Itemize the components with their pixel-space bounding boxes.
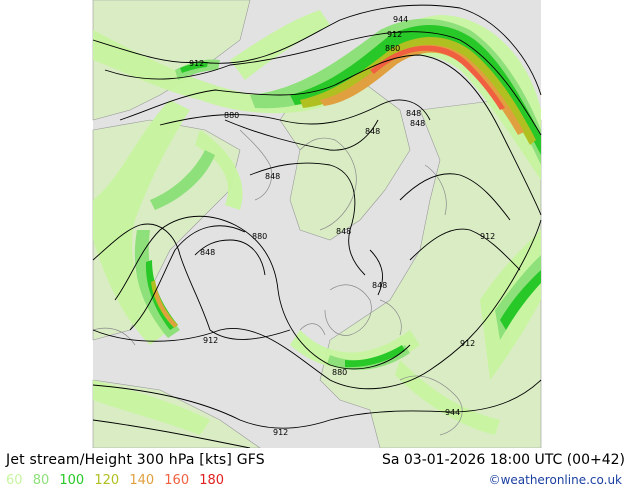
speed-legend: 60 80 100 120 140 160 180 <box>6 473 230 488</box>
height-contours <box>92 4 542 449</box>
contour-label: 912 <box>203 336 218 345</box>
contour-label: 912 <box>387 30 402 39</box>
map-datetime: Sa 03-01-2026 18:00 UTC (00+42) <box>381 452 625 468</box>
legend-item-100: 100 <box>59 473 85 488</box>
contour-label: 848 <box>410 119 425 128</box>
legend-item-80: 80 <box>32 473 50 488</box>
legend-item-140: 140 <box>129 473 155 488</box>
contour-label: 880 <box>385 44 400 53</box>
contour-label: 912 <box>480 232 495 241</box>
contour-label: 880 <box>332 368 347 377</box>
contour-label: 912 <box>189 59 204 68</box>
contour-label: 848 <box>406 109 421 118</box>
legend-item-120: 120 <box>94 473 120 488</box>
contour-label: 912 <box>460 339 475 348</box>
coastlines <box>92 129 463 436</box>
contour-label: 880 <box>224 111 239 120</box>
legend-item-180: 180 <box>199 473 225 488</box>
jet-stream-map: 944 912 880 912 880 848 848 848 848 848 … <box>92 0 542 449</box>
contour-label: 944 <box>445 408 460 417</box>
map-title: Jet stream/Height 300 hPa [kts] GFS <box>6 452 265 468</box>
map-footer: Jet stream/Height 300 hPa [kts] GFS Sa 0… <box>0 448 634 490</box>
contour-label: 848 <box>365 127 380 136</box>
contour-labels: 944 912 880 912 880 848 848 848 848 848 … <box>189 15 495 437</box>
contour-label: 848 <box>336 227 351 236</box>
contour-label: 848 <box>265 172 280 181</box>
jet-bands-120 <box>151 36 536 328</box>
contour-label: 848 <box>200 248 215 257</box>
legend-item-60: 60 <box>6 473 23 488</box>
contour-label: 912 <box>273 428 288 437</box>
contour-label: 944 <box>393 15 408 24</box>
contour-label: 848 <box>372 281 387 290</box>
jet-bands-160 <box>370 45 505 110</box>
legend-item-160: 160 <box>164 473 190 488</box>
contour-label: 880 <box>252 232 267 241</box>
credit-link[interactable]: ©weatheronline.co.uk <box>488 473 622 487</box>
